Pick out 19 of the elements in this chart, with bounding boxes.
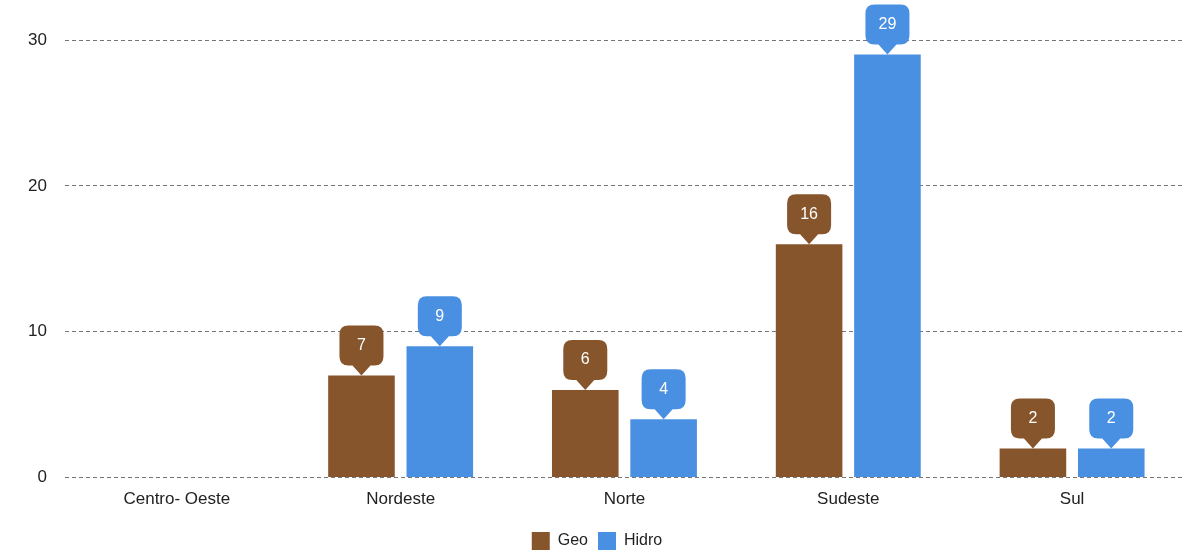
data-label: 16 [800, 204, 819, 222]
legend-label: Hidro [624, 531, 663, 549]
x-tick-label: Norte [603, 489, 646, 509]
y-tick-label: 10 [27, 321, 47, 341]
x-tick-label: Sudeste [817, 489, 880, 509]
x-tick-label: Nordeste [366, 489, 436, 509]
x-tick-label: Centro- Oeste [123, 489, 231, 509]
data-label: 2 [1028, 408, 1038, 426]
legend-label: Geo [557, 531, 589, 549]
x-tick-label: Sul [1059, 489, 1085, 509]
data-label: 9 [435, 306, 445, 324]
data-label: 2 [1106, 408, 1116, 426]
data-label: 6 [580, 350, 590, 368]
y-tick-label: 0 [37, 467, 47, 487]
data-label: 29 [878, 14, 897, 32]
y-tick-label: 30 [27, 29, 47, 49]
data-label: 4 [659, 379, 669, 397]
data-label: 7 [357, 335, 367, 353]
y-tick-label: 20 [27, 175, 47, 195]
